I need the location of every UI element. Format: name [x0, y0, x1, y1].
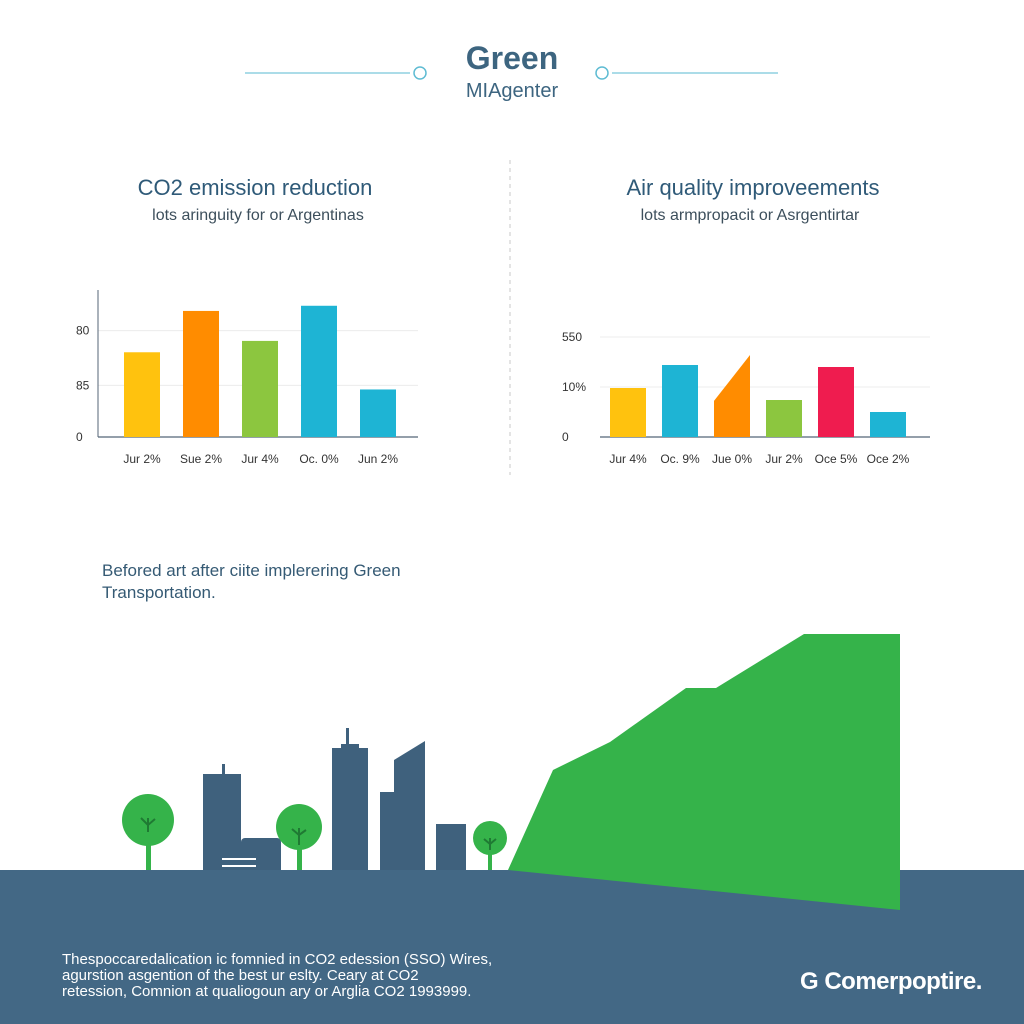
bar	[766, 400, 802, 437]
building-1-antenna	[222, 764, 225, 776]
x-tick-label: Jur 2%	[123, 452, 161, 466]
y-tick-label: 85	[76, 378, 90, 392]
x-tick-label: Sue 2%	[180, 452, 222, 466]
footer-line: agurstion asgention of the best ur eslty…	[62, 967, 419, 984]
x-tick-label: Jun 2%	[358, 452, 398, 466]
x-tick-label: Oc. 0%	[299, 452, 339, 466]
chart1-title: CO2 emission reduction	[137, 175, 373, 200]
bar	[242, 340, 278, 437]
x-tick-label: Oce 5%	[815, 452, 858, 466]
x-tick-label: Oce 2%	[867, 452, 910, 466]
bar	[662, 365, 698, 437]
building-2-top	[341, 744, 359, 750]
page-title: Green	[465, 40, 559, 76]
chart2-subtitle: lots armpropacit or Asrgentirtar	[640, 207, 860, 224]
y-tick-label: 0	[562, 430, 569, 444]
bar	[124, 352, 160, 437]
y-tick-label: 0	[76, 430, 83, 444]
city-illustration	[122, 634, 900, 880]
tree-3	[473, 821, 507, 874]
building-5	[436, 824, 466, 874]
building-1	[203, 774, 241, 874]
bar	[610, 388, 646, 437]
brand-logo: G Comerpoptire.	[800, 968, 982, 996]
footer-text: Thespoccaredalication ic fomnied in CO2 …	[62, 952, 532, 1000]
y-tick-label: 10%	[562, 380, 586, 394]
x-tick-label: Jue 0%	[712, 452, 752, 466]
header-circle-left	[413, 66, 427, 80]
bar	[714, 355, 750, 437]
chart1-subtitle: lots aringuity for or Argentinas	[152, 207, 364, 224]
footer-line: retession, Comnion at qualiogoun ary or …	[62, 983, 472, 1000]
y-tick-label: 80	[76, 324, 90, 338]
x-tick-label: Jur 4%	[241, 452, 279, 466]
tree-2	[276, 804, 322, 874]
chart1-co2-emission: 0 85 80 Jur 2% Sue 2% Jur 4% Oc. 0% Jun 2%	[76, 290, 418, 466]
chart2-title: Air quality improveements	[626, 175, 880, 200]
building-2-antenna	[346, 728, 349, 750]
section-divider	[509, 160, 511, 475]
header-circle-right	[595, 66, 609, 80]
building-4	[394, 741, 425, 874]
bar	[818, 367, 854, 437]
green-hill-shape	[508, 634, 900, 880]
brand-name: Comerpoptire.	[824, 968, 982, 995]
tree-1	[122, 794, 174, 872]
bus-windows	[222, 858, 256, 867]
city-skyline	[203, 728, 466, 874]
x-tick-label: Jur 2%	[765, 452, 803, 466]
bar	[360, 389, 396, 437]
green-hill-overlap	[508, 870, 900, 910]
chart2-air-quality: 0 10% 550 Jur 4% Oc. 9% Jue 0% Jur 2% Oce 5% Oce…	[562, 330, 930, 466]
footer-line: Thespoccaredalication ic fomnied in CO2 …	[62, 951, 493, 968]
y-tick-label: 550	[562, 330, 582, 344]
x-tick-label: Oc. 9%	[660, 452, 700, 466]
illustration-caption: Befored art after ciite implerering Gree…	[102, 561, 401, 602]
bar	[301, 305, 337, 437]
bar	[870, 412, 906, 437]
building-2	[332, 748, 368, 874]
bar	[183, 310, 219, 437]
brand-letter: G	[800, 968, 819, 995]
page-subtitle: MIAgenter	[465, 80, 559, 102]
header-decoration	[245, 66, 778, 80]
x-tick-label: Jur 4%	[609, 452, 647, 466]
